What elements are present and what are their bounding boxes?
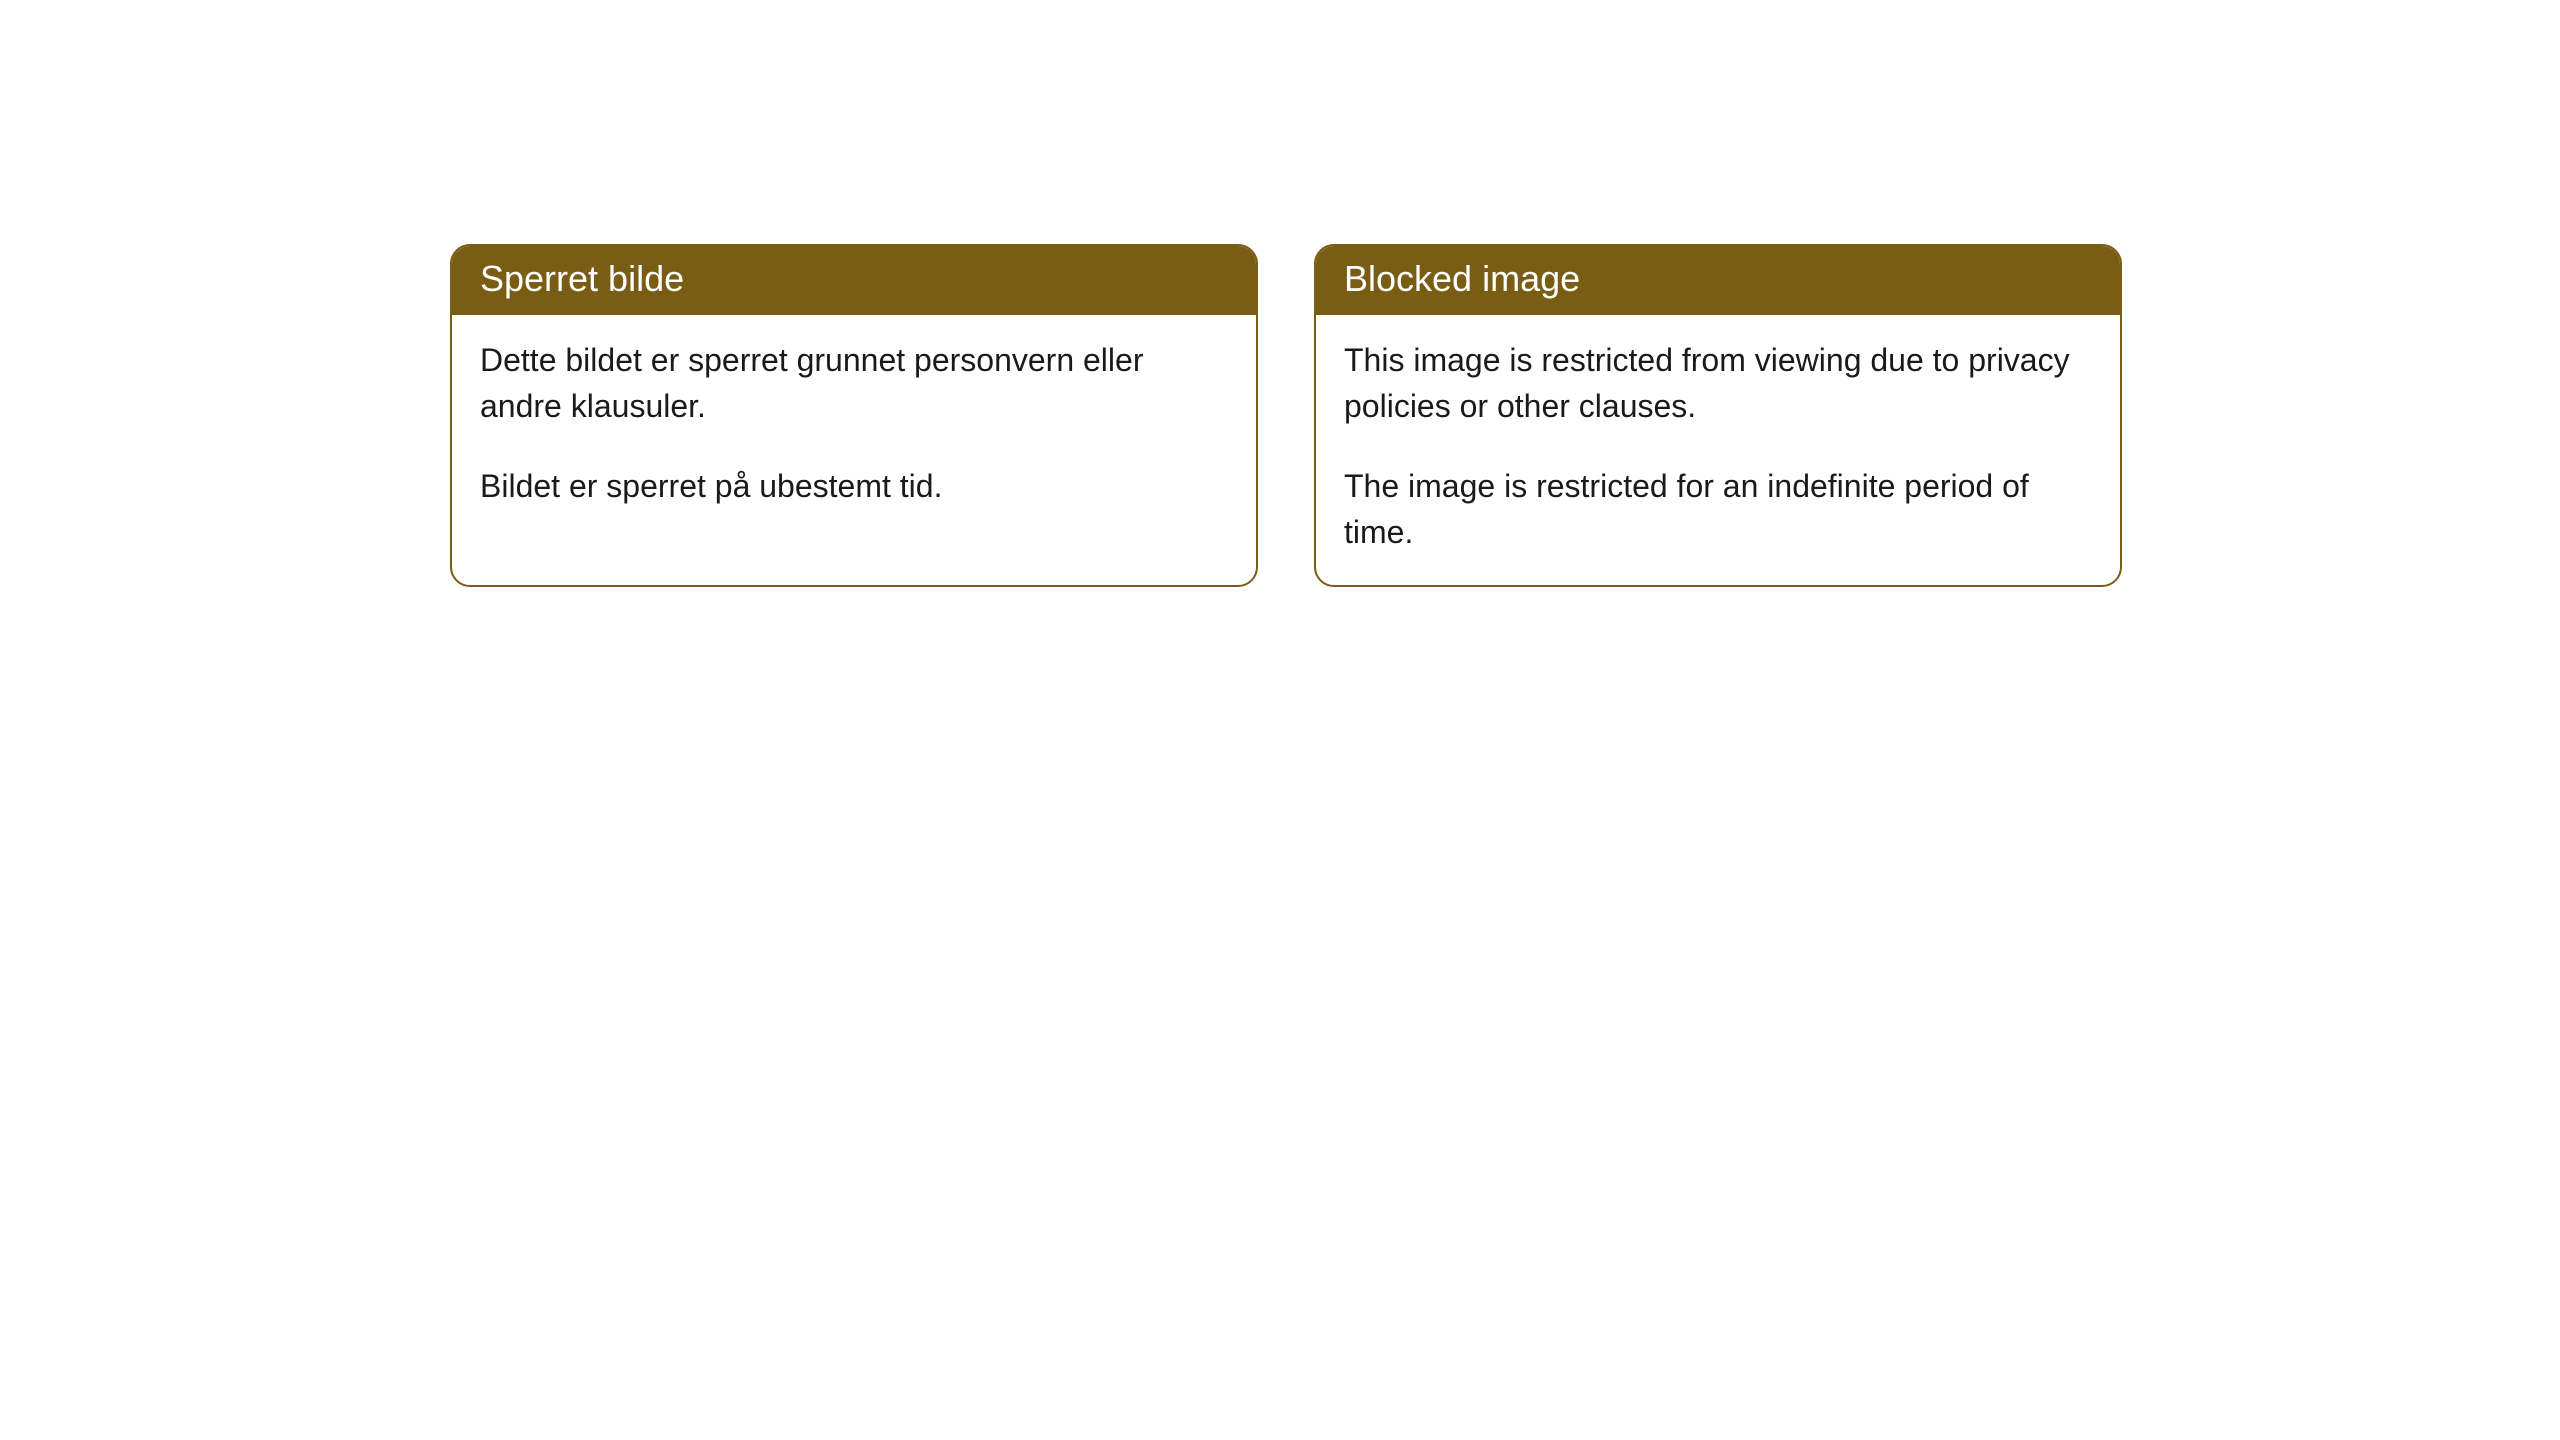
notice-card-english: Blocked image This image is restricted f… (1314, 244, 2122, 587)
notice-paragraph: This image is restricted from viewing du… (1344, 337, 2092, 429)
notice-body: Dette bildet er sperret grunnet personve… (452, 315, 1256, 539)
notice-paragraph: Dette bildet er sperret grunnet personve… (480, 337, 1228, 429)
notice-header: Blocked image (1316, 246, 2120, 315)
notice-card-norwegian: Sperret bilde Dette bildet er sperret gr… (450, 244, 1258, 587)
notice-body: This image is restricted from viewing du… (1316, 315, 2120, 585)
notice-header: Sperret bilde (452, 246, 1256, 315)
notice-container: Sperret bilde Dette bildet er sperret gr… (450, 244, 2122, 587)
notice-paragraph: The image is restricted for an indefinit… (1344, 463, 2092, 555)
notice-paragraph: Bildet er sperret på ubestemt tid. (480, 463, 1228, 509)
